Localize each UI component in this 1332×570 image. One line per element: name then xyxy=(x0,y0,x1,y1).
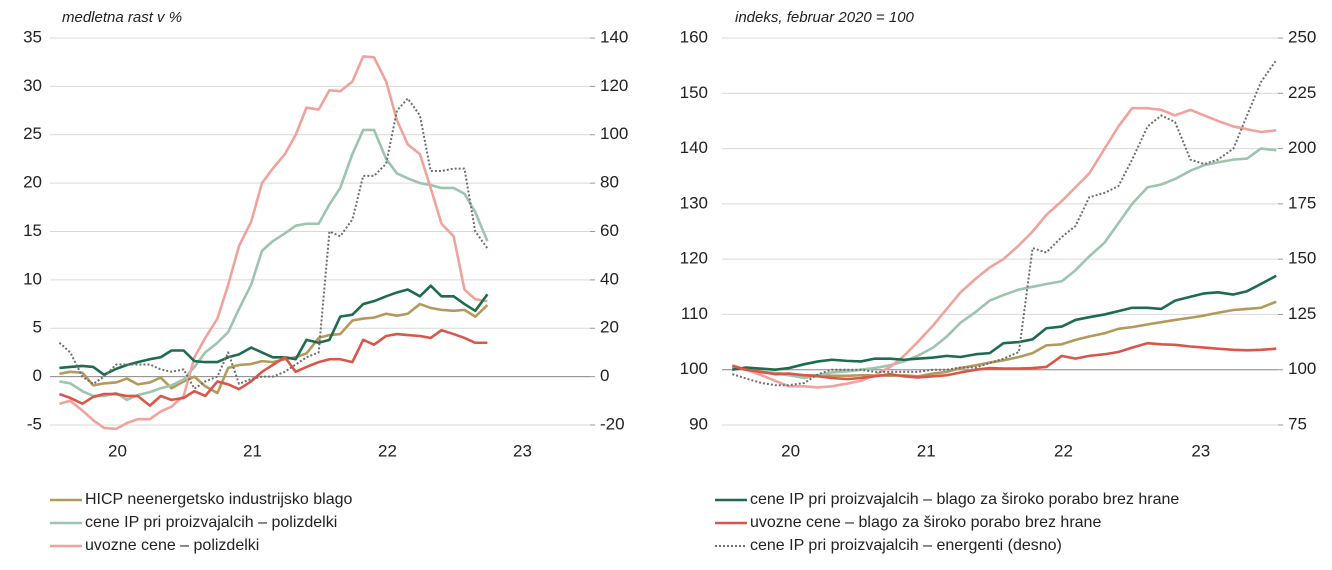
y-tick-label: 20 xyxy=(23,173,42,192)
series-line xyxy=(59,55,488,431)
y-tick-label: -5 xyxy=(27,414,42,433)
y2-tick-label: 200 xyxy=(1288,138,1316,157)
series-line xyxy=(732,147,1277,380)
y2-tick-label: 75 xyxy=(1288,414,1307,433)
y2-tick-label: 225 xyxy=(1288,83,1316,102)
y2-tick-label: 250 xyxy=(1288,27,1316,46)
y-tick-label: 10 xyxy=(23,269,42,288)
legend-label: cene IP pri proizvajalcih – polizdelki xyxy=(85,514,337,531)
x-tick-label: 22 xyxy=(378,441,397,460)
y2-tick-label: 120 xyxy=(600,76,628,95)
y-tick-label: 150 xyxy=(680,83,708,102)
x-tick-label: 21 xyxy=(917,441,936,460)
legend-label: uvozne cene – blago za široko porabo bre… xyxy=(750,514,1101,531)
y-tick-label: 110 xyxy=(681,304,708,323)
y-tick-label: 100 xyxy=(680,359,708,378)
y2-tick-label: 100 xyxy=(1288,359,1316,378)
y2-tick-label: 175 xyxy=(1288,193,1316,212)
y2-tick-label: 140 xyxy=(600,27,628,46)
y-tick-label: 35 xyxy=(23,27,42,46)
series-line xyxy=(732,300,1277,378)
y-tick-label: 160 xyxy=(680,27,708,46)
y2-tick-label: 60 xyxy=(600,221,619,240)
series-line xyxy=(731,59,1278,387)
y-tick-label: 5 xyxy=(33,318,42,337)
x-tick-label: 20 xyxy=(781,441,800,460)
y-tick-label: 15 xyxy=(23,221,42,240)
series-line xyxy=(59,302,489,395)
y-tick-label: 120 xyxy=(680,249,708,268)
y2-tick-label: 150 xyxy=(1288,249,1316,268)
legend-label: HICP neenergetsko industrijsko blago xyxy=(85,491,353,508)
series-line xyxy=(732,274,1277,372)
legend-label: cene IP pri proizvajalcih – blago za šir… xyxy=(750,491,1179,508)
series-line xyxy=(59,328,488,407)
chart-subtitle: indeks, februar 2020 = 100 xyxy=(735,9,915,26)
x-tick-label: 23 xyxy=(513,441,532,460)
series-line xyxy=(731,341,1277,381)
y2-tick-label: 125 xyxy=(1288,304,1316,323)
y2-tick-label: 20 xyxy=(600,318,619,337)
series-line xyxy=(731,106,1277,389)
legend-label: cene IP pri proizvajalcih – energenti (d… xyxy=(750,537,1062,554)
x-tick-label: 20 xyxy=(108,441,127,460)
x-tick-label: 22 xyxy=(1054,441,1073,460)
y-tick-label: 130 xyxy=(680,193,708,212)
x-tick-label: 21 xyxy=(243,441,262,460)
y2-tick-label: 100 xyxy=(600,124,628,143)
series-line xyxy=(59,284,489,376)
y-tick-label: 140 xyxy=(680,138,708,157)
y2-tick-label: 0 xyxy=(600,366,609,385)
series-line xyxy=(59,128,489,402)
x-tick-label: 23 xyxy=(1191,441,1210,460)
y2-tick-label: 80 xyxy=(600,173,619,192)
y-tick-label: 0 xyxy=(33,366,42,385)
series-line xyxy=(58,97,489,390)
chart-subtitle: medletna rast v % xyxy=(62,9,182,26)
y-tick-label: 90 xyxy=(689,414,708,433)
y-tick-label: 30 xyxy=(23,76,42,95)
y-tick-label: 25 xyxy=(23,124,42,143)
y2-tick-label: 40 xyxy=(600,269,619,288)
y2-tick-label: -20 xyxy=(600,414,625,433)
legend-label: uvozne cene – polizdelki xyxy=(85,537,259,554)
